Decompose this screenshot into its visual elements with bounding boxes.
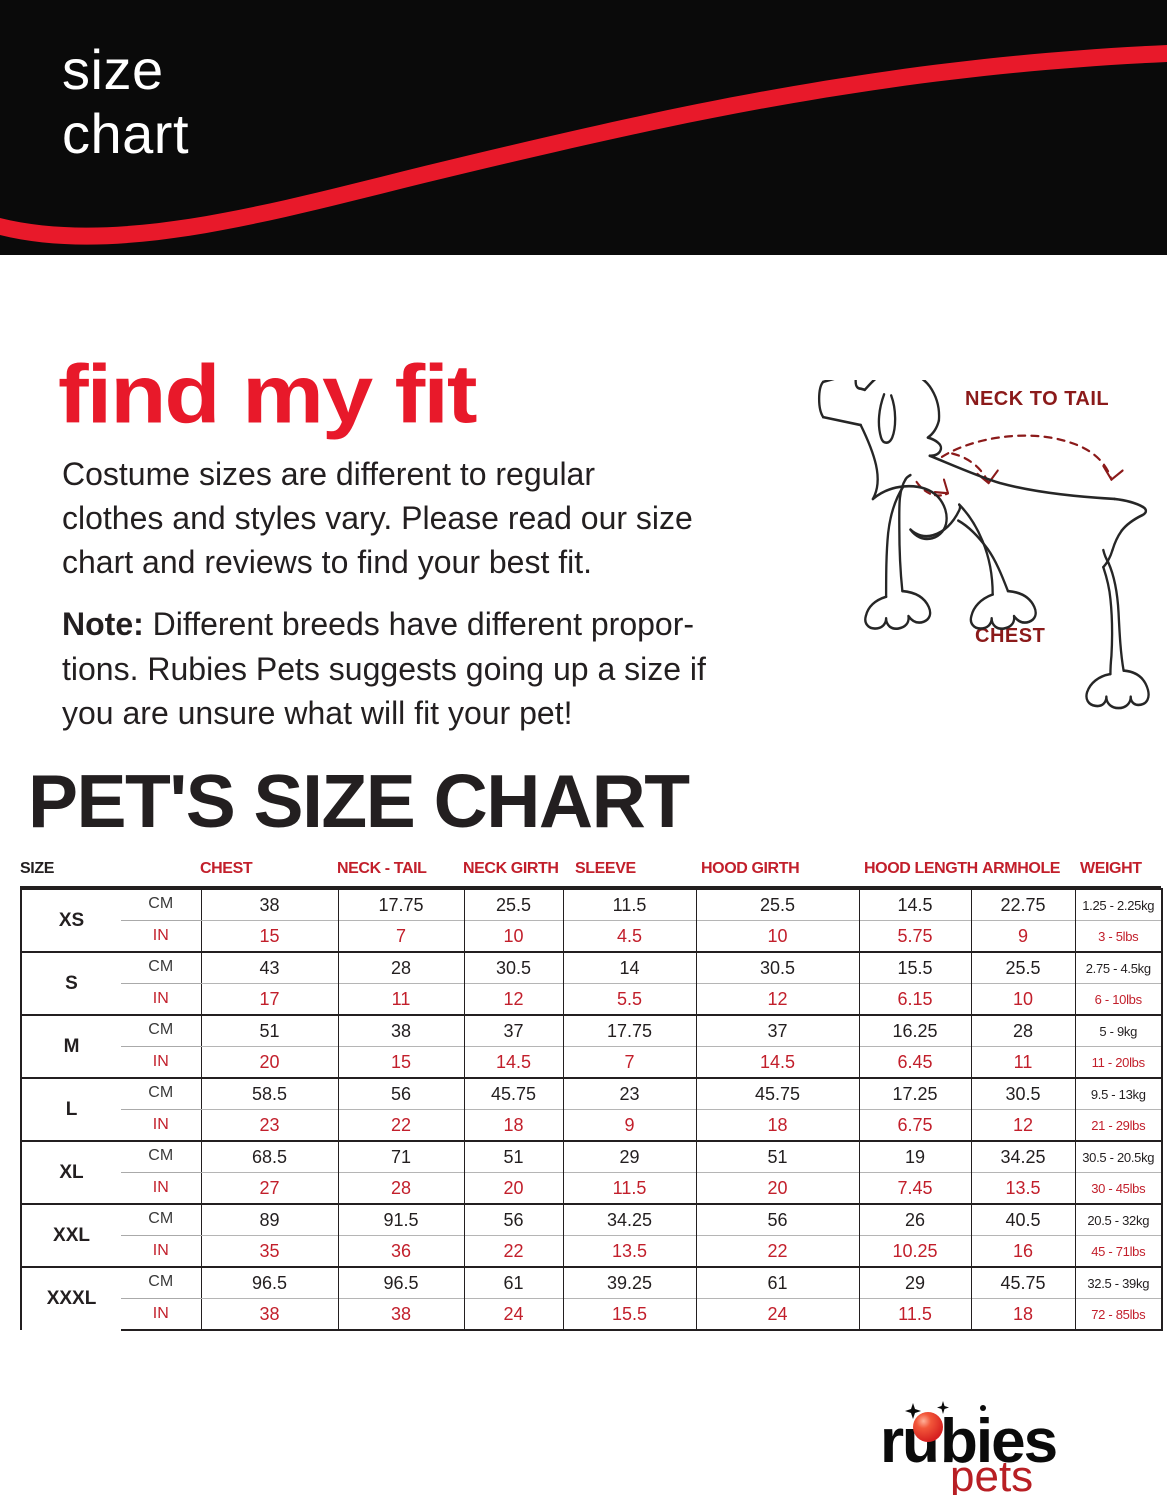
svg-text:pets: pets [950, 1452, 1033, 1495]
svg-text:r: r [880, 1407, 904, 1476]
